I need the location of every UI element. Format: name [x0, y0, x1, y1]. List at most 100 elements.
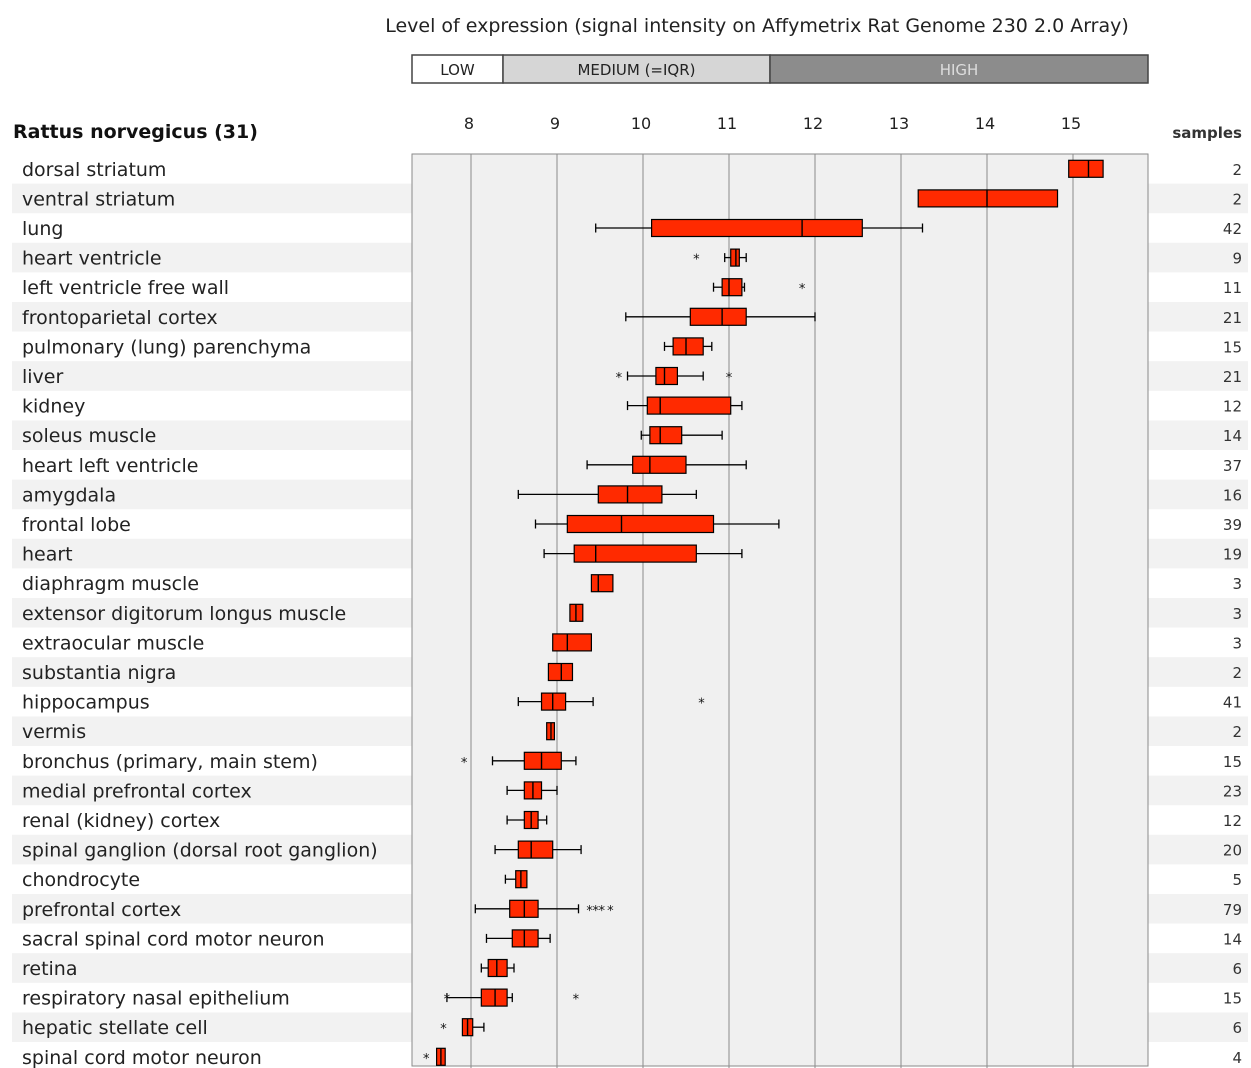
- x-tick-label: 10: [631, 114, 651, 133]
- iqr-box: [487, 958, 508, 978]
- row-label: renal (kidney) cortex: [22, 810, 220, 832]
- legend-swatch: [769, 54, 1149, 84]
- sample-count: 21: [1223, 309, 1242, 327]
- iqr-box: [517, 840, 554, 859]
- sample-count: 2: [1232, 723, 1242, 741]
- sample-count: 16: [1223, 486, 1242, 504]
- box-row: *: [517, 692, 705, 712]
- box-row: *: [423, 1047, 446, 1067]
- iqr-box: [672, 337, 704, 356]
- box-row: [917, 189, 1059, 208]
- box-row: [506, 810, 548, 830]
- iqr-box: [1068, 159, 1104, 178]
- legend-swatch: [502, 54, 771, 84]
- legend-swatch: [411, 54, 504, 84]
- outlier-point: *: [592, 904, 599, 919]
- row-label: left ventricle free wall: [22, 277, 229, 299]
- sample-count: 2: [1232, 190, 1242, 208]
- iqr-box: [917, 189, 1059, 208]
- row-label: vermis: [22, 721, 86, 743]
- box-row: [569, 603, 584, 622]
- sample-count: 19: [1223, 546, 1242, 564]
- box-row: [1068, 159, 1104, 178]
- chart-title: Level of expression (signal intensity on…: [385, 15, 1129, 37]
- box-row: [625, 307, 816, 326]
- iqr-box: [721, 278, 743, 297]
- sample-count: 9: [1232, 250, 1242, 268]
- outlier-point: *: [693, 253, 700, 268]
- outlier-point: *: [616, 371, 623, 386]
- row-label: retina: [22, 958, 78, 980]
- row-label: medial prefrontal cortex: [22, 780, 252, 802]
- x-tick-label: 12: [803, 114, 823, 133]
- gridlines: [470, 154, 1074, 1068]
- sample-count: 6: [1232, 1019, 1242, 1037]
- row-label: pulmonary (lung) parenchyma: [22, 336, 311, 358]
- sample-count: 2: [1232, 664, 1242, 682]
- sample-count: 42: [1223, 220, 1242, 238]
- box-row: [506, 781, 558, 800]
- sample-count: 12: [1223, 398, 1242, 416]
- box-row: [534, 514, 780, 534]
- outlier-point: *: [573, 993, 580, 1008]
- row-label: hippocampus: [22, 692, 150, 714]
- sample-count: 6: [1232, 960, 1242, 978]
- iqr-box: [511, 929, 539, 948]
- row-label: bronchus (primary, main stem): [22, 751, 318, 773]
- iqr-box: [566, 514, 715, 534]
- row-label: ventral striatum: [22, 188, 175, 210]
- sample-count: 20: [1223, 842, 1242, 860]
- box-row: * *: [444, 988, 580, 1008]
- outlier-point: *: [698, 697, 705, 712]
- iqr-box: [649, 426, 683, 445]
- row-label: hepatic stellate cell: [22, 1017, 208, 1039]
- row-label: soleus muscle: [22, 425, 156, 447]
- outlier-point: *: [598, 904, 605, 919]
- iqr-box: [540, 692, 567, 711]
- sample-count: 21: [1223, 368, 1242, 386]
- outlier-point: *: [461, 756, 468, 771]
- iqr-box: [632, 455, 687, 474]
- row-label: heart ventricle: [22, 248, 162, 270]
- sample-counts: 2 2 42 9 11 21 15 21 12 14 37 16 39 19 3 3 3 2 41 2 15 23 12 20…: [1223, 161, 1242, 1067]
- row-label: diaphragm muscle: [22, 573, 199, 595]
- iqr-box: [480, 988, 508, 1007]
- iqr-box: [730, 248, 740, 267]
- row-label: frontoparietal cortex: [22, 307, 218, 329]
- row-label: frontal lobe: [22, 514, 131, 536]
- iqr-box: [590, 574, 614, 593]
- box-row: [663, 337, 713, 356]
- sample-count: 11: [1223, 279, 1242, 297]
- row-label: spinal ganglion (dorsal root ganglion): [22, 840, 378, 862]
- iqr-box: [655, 366, 679, 386]
- outlier-point: *: [444, 993, 451, 1008]
- box-row: [480, 958, 515, 978]
- box-row: *: [712, 278, 806, 297]
- x-tick-label: 15: [1061, 114, 1081, 133]
- box-row: [547, 662, 574, 682]
- box-row: * *: [616, 366, 733, 386]
- sample-count: 3: [1232, 634, 1242, 652]
- outlier-point: *: [799, 282, 806, 297]
- box-row: [546, 722, 556, 741]
- box-row: [543, 544, 743, 563]
- box-row: [626, 396, 743, 415]
- box-row: [504, 870, 528, 889]
- row-label: liver: [22, 366, 63, 388]
- sample-count: 3: [1232, 575, 1242, 593]
- outlier-point: *: [607, 904, 614, 919]
- row-label: sacral spinal cord motor neuron: [22, 928, 325, 950]
- iqr-box: [650, 218, 863, 238]
- box-row: *: [440, 1018, 485, 1037]
- legend: LOW MEDIUM (=IQR) HIGH: [411, 54, 1149, 84]
- row-label: chondrocyte: [22, 869, 140, 891]
- row-label: amygdala: [22, 484, 116, 506]
- iqr-box: [523, 751, 562, 770]
- sample-count: 4: [1232, 1049, 1242, 1067]
- row-label: respiratory nasal epithelium: [22, 988, 290, 1010]
- row-label: substantia nigra: [22, 662, 176, 684]
- iqr-box: [573, 544, 697, 563]
- x-tick-label: 14: [975, 114, 995, 133]
- iqr-box: [689, 307, 747, 326]
